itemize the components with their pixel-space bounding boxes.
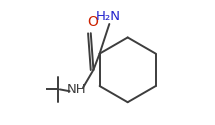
Text: O: O (87, 15, 98, 29)
Text: NH: NH (66, 83, 86, 96)
Text: H₂N: H₂N (96, 10, 121, 23)
